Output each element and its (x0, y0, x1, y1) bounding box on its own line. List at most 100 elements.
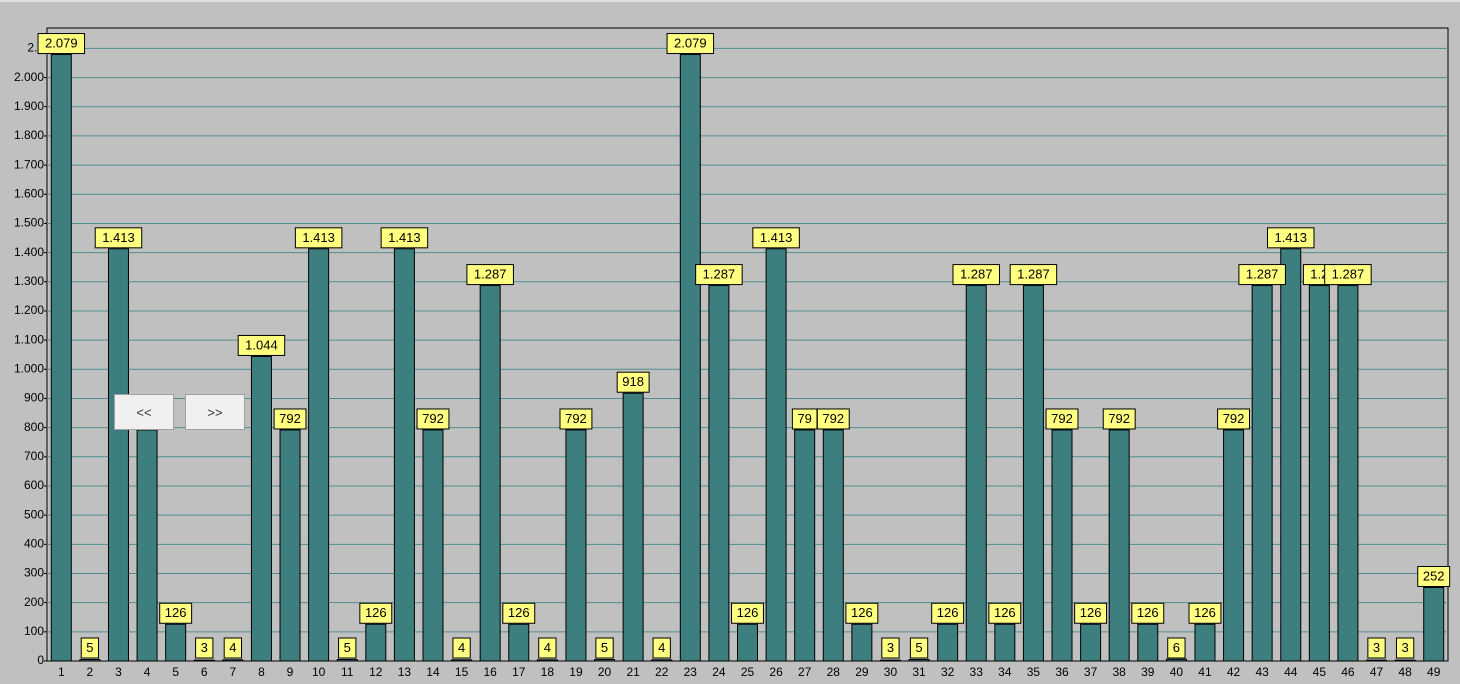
x-tick-label: 8 (258, 665, 265, 679)
x-tick-label: 45 (1313, 665, 1327, 679)
value-label-box (931, 602, 965, 624)
value-label: 792 (279, 411, 301, 426)
bar (594, 659, 616, 662)
value-label: 126 (851, 605, 873, 620)
value-label: 3 (1373, 640, 1380, 655)
value-label-box (845, 602, 879, 624)
bar (165, 623, 187, 662)
value-label-box (909, 637, 929, 659)
bar (765, 248, 787, 662)
y-tick-label: 300 (24, 566, 44, 580)
y-tick-label: 900 (24, 391, 44, 405)
value-label-box (223, 637, 242, 659)
value-label-box (1045, 408, 1079, 430)
value-label-box (952, 264, 1000, 286)
value-label-box (159, 602, 193, 624)
y-tick-label: 1.100 (14, 332, 44, 346)
bar (451, 659, 473, 662)
bar (1251, 285, 1273, 662)
value-label-box (294, 227, 343, 249)
value-label-box (616, 371, 650, 393)
x-tick-label: 33 (970, 665, 984, 679)
x-tick-label: 43 (1255, 665, 1269, 679)
bar (136, 429, 158, 662)
bar (1165, 658, 1187, 662)
value-label: 1.2 (1310, 267, 1328, 282)
bar (879, 659, 901, 662)
y-tick-label: 200 (24, 595, 44, 609)
x-tick-label: 30 (884, 665, 898, 679)
value-label: 792 (822, 411, 844, 426)
y-tick-label: 600 (24, 478, 44, 492)
bar (536, 659, 558, 662)
value-label: 2.079 (674, 35, 707, 50)
bar (308, 248, 330, 662)
x-tick-label: 18 (541, 665, 555, 679)
value-label-box (452, 637, 471, 659)
value-label: 1.413 (388, 230, 421, 245)
bar (708, 285, 730, 662)
value-label: 126 (1080, 605, 1102, 620)
value-label: 126 (165, 605, 187, 620)
x-tick-label: 39 (1141, 665, 1155, 679)
value-label: 1.413 (760, 230, 793, 245)
value-label: 792 (422, 411, 444, 426)
value-label-box (1417, 565, 1451, 587)
value-label-box (359, 602, 393, 624)
value-label-box (666, 33, 715, 55)
value-label: 1.287 (474, 267, 507, 282)
value-label: 6 (1173, 640, 1180, 655)
bar (679, 54, 701, 662)
value-label-box (416, 408, 450, 430)
value-label-box (731, 602, 764, 624)
value-label: 918 (622, 374, 644, 389)
bar (794, 429, 816, 662)
value-label-box (1324, 264, 1372, 286)
value-label: 4 (229, 640, 236, 655)
bar (1051, 429, 1073, 662)
x-tick-label: 6 (201, 665, 208, 679)
value-label-box (1217, 408, 1251, 430)
value-label: 1.413 (102, 230, 135, 245)
x-tick-label: 29 (855, 665, 869, 679)
value-label: 1.287 (960, 267, 993, 282)
next-button[interactable]: >> (185, 394, 245, 430)
value-label-box (1395, 637, 1415, 659)
value-label-box (752, 227, 800, 249)
value-label: 1.287 (703, 267, 736, 282)
x-tick-label: 41 (1198, 665, 1212, 679)
value-label-box (94, 227, 143, 249)
x-tick-label: 25 (741, 665, 755, 679)
value-label-box (1009, 264, 1058, 286)
value-label: 1.287 (1017, 267, 1050, 282)
x-tick-label: 20 (598, 665, 612, 679)
y-tick-label: 1.000 (14, 361, 44, 375)
value-label-box (695, 264, 743, 286)
bar (365, 623, 387, 662)
bar (565, 429, 587, 662)
bar (1366, 659, 1388, 662)
y-tick-label: 700 (24, 449, 44, 463)
x-tick-label: 2 (87, 665, 94, 679)
x-tick-label: 44 (1284, 665, 1298, 679)
x-tick-label: 9 (287, 665, 294, 679)
bar (279, 429, 301, 662)
bar (822, 429, 844, 662)
y-tick-label: 800 (24, 420, 44, 434)
x-tick-label: 17 (512, 665, 526, 679)
bar (1108, 429, 1130, 662)
bar (193, 659, 215, 662)
bar (1137, 623, 1159, 662)
y-tick-label: 400 (24, 536, 44, 550)
value-label: 4 (544, 640, 551, 655)
value-label-box (988, 602, 1022, 624)
value-label: 2.079 (45, 35, 78, 50)
value-label: 1.287 (1246, 267, 1279, 282)
value-label-box (1131, 602, 1165, 624)
bar (651, 659, 673, 662)
prev-button[interactable]: << (114, 394, 174, 430)
bar (622, 392, 644, 662)
x-tick-label: 19 (569, 665, 583, 679)
